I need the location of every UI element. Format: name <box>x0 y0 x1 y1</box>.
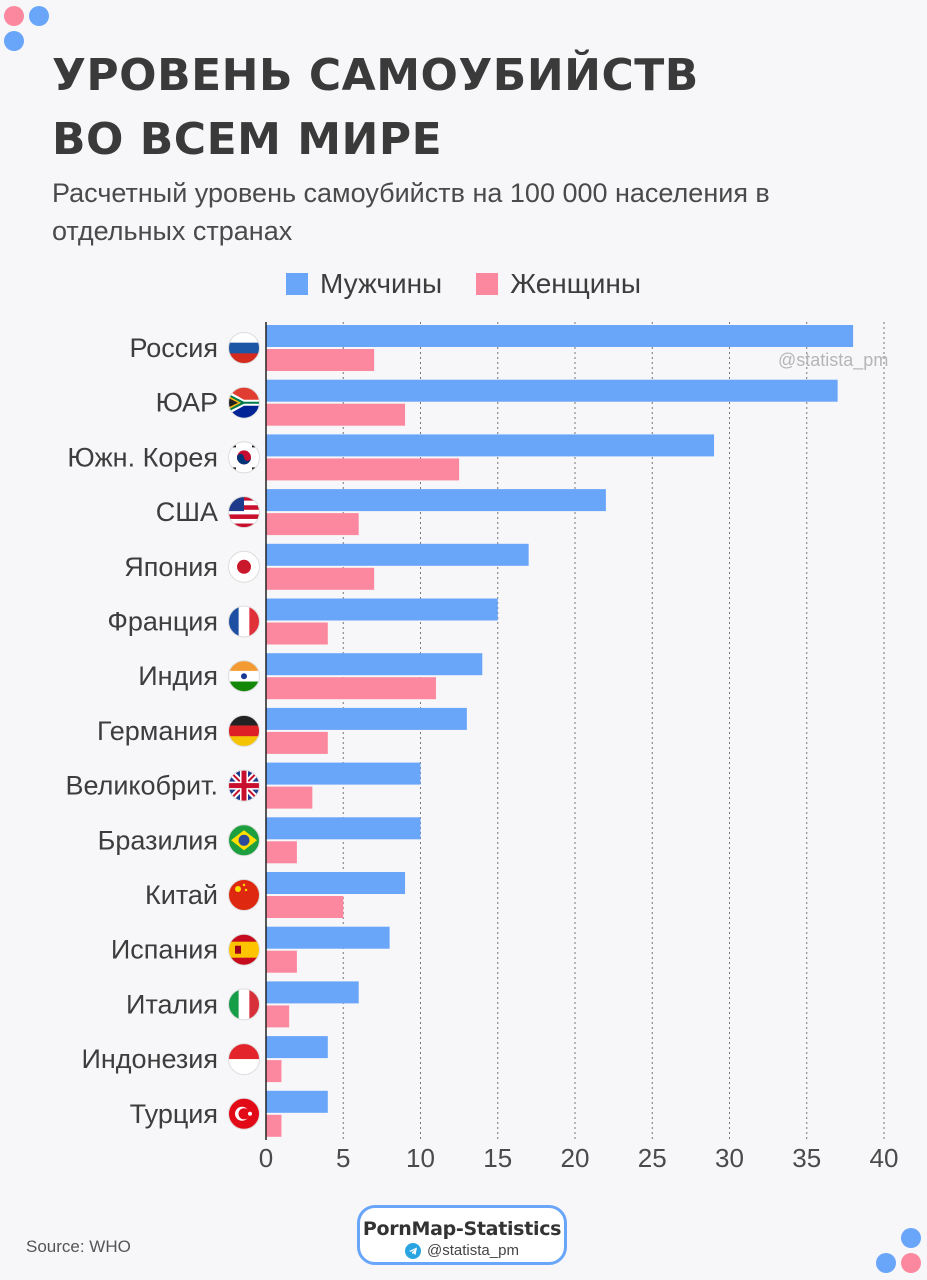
bar-women <box>266 1060 282 1083</box>
legend-item-men: Мужчины <box>286 268 442 300</box>
bar-men <box>266 1036 328 1059</box>
category-label: ЮАР <box>156 388 218 418</box>
japan-flag-icon <box>228 550 260 583</box>
category-label: Индонезия <box>81 1044 218 1074</box>
category-label: Италия <box>126 989 218 1019</box>
legend-swatch-women <box>476 273 499 295</box>
telegram-icon <box>405 1242 422 1259</box>
bar-women <box>266 1005 290 1028</box>
indonesia-flag-icon <box>228 1043 260 1076</box>
x-tick-label: 10 <box>406 1143 435 1173</box>
bar-women <box>266 786 313 809</box>
india-flag-icon <box>228 660 260 693</box>
bar-men <box>266 926 390 949</box>
brand-badge: PornMap-Statistics @statista_pm <box>357 1205 567 1265</box>
category-label: Китай <box>145 880 218 910</box>
brand-title: PornMap-Statistics <box>362 1218 562 1240</box>
page-title: УРОВЕНЬ САМОУБИЙСТВ ВО ВСЕМ МИРЕ <box>52 50 699 165</box>
russia-flag-icon <box>228 332 260 364</box>
usa-flag-icon <box>228 496 260 529</box>
x-tick-label: 15 <box>483 1143 512 1173</box>
decor-dot <box>876 1253 896 1273</box>
category-label: Германия <box>97 716 218 746</box>
decor-dot <box>29 6 49 26</box>
legend-label-women: Женщины <box>510 268 641 299</box>
south-korea-flag-icon <box>228 441 260 474</box>
spain-flag-icon <box>228 933 260 966</box>
bar-men <box>266 707 467 730</box>
x-tick-label: 0 <box>259 1143 273 1173</box>
source-note: Source: WHO <box>26 1237 131 1256</box>
bar-men <box>266 1090 328 1113</box>
bar-men <box>266 872 406 894</box>
category-label: Южн. Корея <box>67 442 218 472</box>
bar-women <box>266 513 359 536</box>
category-label: Испания <box>111 935 218 965</box>
brazil-flag-icon <box>228 824 260 857</box>
decor-dot <box>901 1228 921 1248</box>
page-subtitle: Расчетный уровень самоубийств на 100 000… <box>52 178 770 246</box>
bar-women <box>266 841 297 864</box>
category-label: США <box>156 497 218 527</box>
bar-women <box>266 677 436 700</box>
category-label: Япония <box>124 552 218 582</box>
italy-flag-icon <box>228 988 260 1021</box>
decor-dot <box>4 6 24 26</box>
x-tick-label: 20 <box>561 1143 590 1173</box>
germany-flag-icon <box>228 714 260 747</box>
bar-men <box>266 653 483 676</box>
china-flag-icon <box>228 879 260 911</box>
x-tick-label: 40 <box>870 1143 899 1173</box>
south-africa-flag-icon <box>228 386 260 419</box>
turkey-flag-icon <box>228 1097 260 1130</box>
bar-women <box>266 950 297 973</box>
legend-item-women: Женщины <box>476 268 641 300</box>
bar-women <box>266 622 328 645</box>
bar-women <box>266 731 328 754</box>
category-label: Великобрит. <box>65 771 218 801</box>
bar-women <box>266 349 375 371</box>
brand-handle-row: @statista_pm <box>360 1242 564 1259</box>
category-label: Турция <box>130 1099 218 1129</box>
bar-men <box>266 434 715 457</box>
x-tick-label: 35 <box>792 1143 821 1173</box>
category-label: Франция <box>107 607 218 637</box>
decor-dot <box>4 31 24 51</box>
bar-men <box>266 325 854 347</box>
chart-legend: Мужчины Женщины <box>0 266 927 302</box>
x-tick-label: 5 <box>336 1143 350 1173</box>
bar-men <box>266 817 421 840</box>
bar-men <box>266 543 529 566</box>
bar-women <box>266 896 344 918</box>
brand-handle: @statista_pm <box>427 1242 519 1259</box>
bar-women <box>266 567 375 590</box>
bar-women <box>266 403 406 426</box>
x-tick-label: 30 <box>715 1143 744 1173</box>
x-tick-label: 25 <box>638 1143 667 1173</box>
category-label: Бразилия <box>98 825 218 855</box>
bar-men <box>266 598 498 621</box>
bar-men <box>266 379 838 402</box>
legend-label-men: Мужчины <box>320 268 443 299</box>
bar-women <box>266 1114 282 1137</box>
france-flag-icon <box>228 605 260 638</box>
bar-women <box>266 458 460 481</box>
watermark: @statista_pm <box>778 350 889 370</box>
bar-men <box>266 981 359 1004</box>
bar-men <box>266 762 421 785</box>
bar-chart: 0 5 10 15 20 25 30 35 40 Россия ЮАР Южн. Корея США Яп… <box>65 322 899 1173</box>
uk-flag-icon <box>228 769 260 802</box>
bar-men <box>266 489 606 512</box>
legend-swatch-men <box>286 273 308 295</box>
category-label: Индия <box>138 661 218 691</box>
category-label: Россия <box>129 333 218 363</box>
decor-dot <box>901 1253 921 1273</box>
